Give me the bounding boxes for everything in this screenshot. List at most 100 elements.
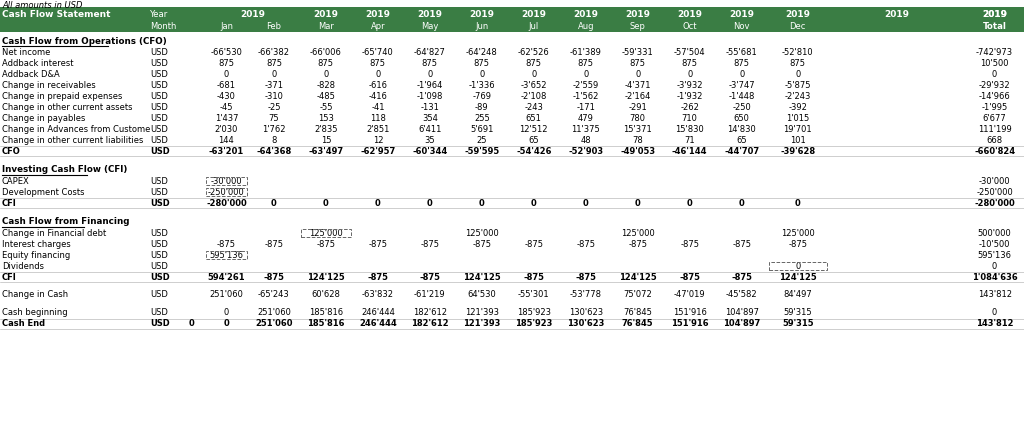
Text: 78: 78 xyxy=(633,136,643,145)
Text: 151'916: 151'916 xyxy=(671,319,709,328)
Text: 0: 0 xyxy=(795,262,801,271)
Text: 2019: 2019 xyxy=(884,10,909,19)
Text: 111'199: 111'199 xyxy=(978,125,1012,134)
Text: 185'816: 185'816 xyxy=(307,319,345,328)
Text: 64'530: 64'530 xyxy=(467,290,497,300)
Text: 143'812: 143'812 xyxy=(976,319,1014,328)
Text: 650: 650 xyxy=(734,114,750,123)
Text: 2019: 2019 xyxy=(785,10,810,19)
Text: 651: 651 xyxy=(526,114,542,123)
Text: 0: 0 xyxy=(992,262,997,271)
Text: 121'393: 121'393 xyxy=(463,319,501,328)
Text: -63'201: -63'201 xyxy=(209,147,244,156)
Text: -1'964: -1'964 xyxy=(417,81,443,90)
Text: Interest charges: Interest charges xyxy=(2,240,71,249)
Text: 0: 0 xyxy=(375,199,381,208)
Text: -742'973: -742'973 xyxy=(976,48,1013,57)
Text: 500'000: 500'000 xyxy=(978,228,1012,238)
Text: Equity financing: Equity financing xyxy=(2,251,71,259)
Text: -769: -769 xyxy=(472,92,492,101)
Text: 59'315: 59'315 xyxy=(783,308,812,317)
Text: -89: -89 xyxy=(475,103,488,112)
Text: -66'382: -66'382 xyxy=(258,48,290,57)
Text: -280'000: -280'000 xyxy=(974,199,1015,208)
Text: Apr: Apr xyxy=(371,22,385,31)
Text: 130'623: 130'623 xyxy=(567,319,604,328)
Text: 0: 0 xyxy=(687,70,692,79)
Text: -875: -875 xyxy=(524,240,544,249)
Text: -47'019: -47'019 xyxy=(674,290,706,300)
Text: 1'437: 1'437 xyxy=(215,114,239,123)
Text: Addback interest: Addback interest xyxy=(2,59,74,68)
Text: CFI: CFI xyxy=(2,199,16,208)
Text: 6'411: 6'411 xyxy=(418,125,441,134)
Text: -30'000: -30'000 xyxy=(979,177,1011,186)
Text: Cash Flow from Operations (CFO): Cash Flow from Operations (CFO) xyxy=(2,37,167,46)
Text: -262: -262 xyxy=(680,103,699,112)
Text: -25: -25 xyxy=(267,103,281,112)
Text: -875: -875 xyxy=(731,272,753,282)
Text: Change in Advances from Custome: Change in Advances from Custome xyxy=(2,125,151,134)
Text: 875: 875 xyxy=(734,59,750,68)
Text: 479: 479 xyxy=(578,114,594,123)
Text: 0: 0 xyxy=(530,199,537,208)
Text: 0: 0 xyxy=(479,199,484,208)
Text: -46'144: -46'144 xyxy=(672,147,708,156)
Text: Addback D&A: Addback D&A xyxy=(2,70,59,79)
Text: 0: 0 xyxy=(687,199,692,208)
Text: Aug: Aug xyxy=(578,22,594,31)
Text: 76'845: 76'845 xyxy=(624,308,652,317)
Text: 182'612: 182'612 xyxy=(411,319,449,328)
Text: -660'824: -660'824 xyxy=(974,147,1015,156)
Text: -63'832: -63'832 xyxy=(361,290,394,300)
Text: -2'164: -2'164 xyxy=(625,92,651,101)
Text: 0: 0 xyxy=(324,70,329,79)
Text: Nov: Nov xyxy=(733,22,750,31)
Text: -54'426: -54'426 xyxy=(516,147,552,156)
Text: USD: USD xyxy=(150,136,168,145)
Text: -875: -875 xyxy=(732,240,752,249)
Text: -875: -875 xyxy=(420,272,440,282)
Text: Dividends: Dividends xyxy=(2,262,44,271)
Text: Development Costs: Development Costs xyxy=(2,188,85,197)
Text: 251'060: 251'060 xyxy=(210,290,244,300)
Text: -5'875: -5'875 xyxy=(784,81,811,90)
Text: 0: 0 xyxy=(992,308,997,317)
Text: 875: 875 xyxy=(630,59,646,68)
Text: Cash beginning: Cash beginning xyxy=(2,308,68,317)
Text: 2019: 2019 xyxy=(313,10,338,19)
Text: 594'261: 594'261 xyxy=(208,272,245,282)
Text: USD: USD xyxy=(150,308,168,317)
Text: 0: 0 xyxy=(427,70,432,79)
Text: USD: USD xyxy=(150,103,168,112)
Text: 71: 71 xyxy=(684,136,695,145)
Bar xyxy=(769,262,826,270)
Text: -29'932: -29'932 xyxy=(979,81,1011,90)
Text: -1'932: -1'932 xyxy=(677,92,702,101)
Text: 2019: 2019 xyxy=(521,10,546,19)
Text: -250'000: -250'000 xyxy=(208,188,245,197)
Text: 143'812: 143'812 xyxy=(978,290,1012,300)
Text: 118: 118 xyxy=(370,114,386,123)
Text: 60'628: 60'628 xyxy=(311,290,340,300)
Text: 104'897: 104'897 xyxy=(725,308,759,317)
Text: 246'444: 246'444 xyxy=(359,319,396,328)
Text: 0: 0 xyxy=(323,199,329,208)
Bar xyxy=(0,21,1024,32)
Text: -243: -243 xyxy=(524,103,543,112)
Text: -828: -828 xyxy=(316,81,336,90)
Text: -64'248: -64'248 xyxy=(466,48,498,57)
Text: 125'000: 125'000 xyxy=(781,228,814,238)
Text: 125'000: 125'000 xyxy=(309,228,343,238)
Text: 1'015: 1'015 xyxy=(786,114,809,123)
Text: 780: 780 xyxy=(630,114,646,123)
Text: -62'957: -62'957 xyxy=(360,147,395,156)
Text: CAPEX: CAPEX xyxy=(2,177,30,186)
Text: Mar: Mar xyxy=(317,22,334,31)
Text: 2019: 2019 xyxy=(240,10,265,19)
Text: May: May xyxy=(421,22,438,31)
Text: -65'243: -65'243 xyxy=(258,290,290,300)
Text: USD: USD xyxy=(150,125,168,134)
Text: 1'762: 1'762 xyxy=(262,125,286,134)
Text: 130'623: 130'623 xyxy=(568,308,603,317)
